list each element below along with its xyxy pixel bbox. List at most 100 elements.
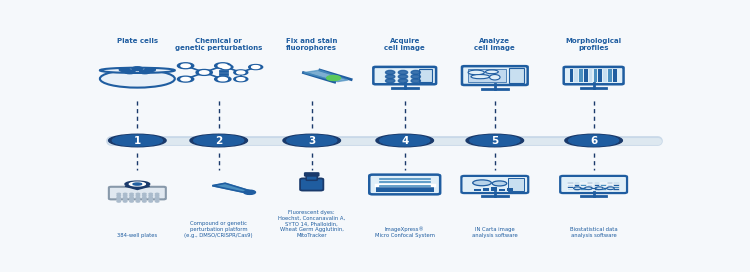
Polygon shape: [572, 135, 616, 146]
FancyBboxPatch shape: [607, 184, 612, 186]
Circle shape: [200, 71, 208, 74]
Circle shape: [117, 199, 121, 200]
FancyBboxPatch shape: [475, 189, 481, 191]
Text: Biostatistical data
analysis software: Biostatistical data analysis software: [570, 227, 617, 238]
Polygon shape: [290, 135, 334, 146]
Circle shape: [140, 70, 150, 74]
FancyBboxPatch shape: [587, 182, 592, 183]
Polygon shape: [196, 135, 242, 146]
Polygon shape: [212, 183, 253, 193]
Text: 4: 4: [401, 135, 409, 146]
Ellipse shape: [100, 70, 175, 88]
Text: Morphological
profiles: Morphological profiles: [566, 38, 622, 51]
FancyBboxPatch shape: [579, 69, 583, 82]
Ellipse shape: [194, 135, 244, 146]
Circle shape: [149, 197, 152, 198]
Circle shape: [249, 64, 262, 70]
FancyBboxPatch shape: [574, 182, 579, 183]
FancyBboxPatch shape: [509, 68, 524, 83]
Circle shape: [117, 193, 121, 194]
FancyBboxPatch shape: [594, 188, 599, 190]
FancyBboxPatch shape: [482, 188, 489, 191]
FancyBboxPatch shape: [607, 188, 612, 190]
Ellipse shape: [565, 134, 622, 147]
FancyBboxPatch shape: [594, 69, 597, 82]
Circle shape: [218, 78, 227, 81]
FancyBboxPatch shape: [603, 69, 607, 82]
FancyBboxPatch shape: [567, 186, 573, 188]
FancyBboxPatch shape: [613, 69, 616, 82]
Ellipse shape: [466, 134, 524, 147]
Circle shape: [142, 199, 146, 200]
Text: 3: 3: [308, 135, 315, 146]
Polygon shape: [304, 70, 348, 82]
Ellipse shape: [471, 75, 490, 79]
FancyBboxPatch shape: [462, 66, 528, 85]
Circle shape: [124, 193, 127, 194]
FancyBboxPatch shape: [607, 186, 612, 188]
FancyBboxPatch shape: [584, 69, 588, 82]
FancyBboxPatch shape: [580, 186, 586, 188]
Ellipse shape: [109, 134, 166, 147]
Ellipse shape: [490, 75, 500, 80]
FancyBboxPatch shape: [109, 187, 166, 199]
Circle shape: [237, 71, 244, 74]
FancyBboxPatch shape: [306, 175, 317, 180]
FancyBboxPatch shape: [587, 184, 592, 186]
FancyBboxPatch shape: [607, 182, 612, 183]
Circle shape: [155, 197, 159, 198]
FancyBboxPatch shape: [564, 67, 623, 84]
FancyBboxPatch shape: [461, 176, 528, 193]
FancyBboxPatch shape: [419, 69, 432, 82]
Circle shape: [222, 66, 230, 69]
Circle shape: [124, 195, 127, 196]
FancyBboxPatch shape: [304, 173, 319, 176]
Text: 384-well plates: 384-well plates: [117, 233, 158, 238]
Circle shape: [124, 201, 127, 202]
Circle shape: [124, 70, 135, 74]
FancyBboxPatch shape: [468, 69, 506, 82]
Circle shape: [117, 195, 121, 196]
Circle shape: [149, 195, 152, 196]
FancyBboxPatch shape: [580, 184, 586, 186]
Ellipse shape: [386, 70, 394, 75]
Circle shape: [117, 201, 121, 202]
Text: ImageXpress®
Micro Confocal System: ImageXpress® Micro Confocal System: [375, 227, 435, 238]
Circle shape: [149, 193, 152, 194]
Circle shape: [196, 70, 212, 75]
FancyBboxPatch shape: [499, 189, 506, 191]
FancyBboxPatch shape: [490, 187, 497, 191]
Ellipse shape: [283, 134, 340, 147]
FancyBboxPatch shape: [507, 188, 514, 191]
Circle shape: [132, 67, 142, 70]
FancyBboxPatch shape: [598, 69, 602, 82]
Text: 6: 6: [590, 135, 597, 146]
Ellipse shape: [386, 79, 394, 83]
FancyBboxPatch shape: [600, 186, 606, 188]
Circle shape: [155, 199, 159, 200]
Text: 2: 2: [215, 135, 222, 146]
Circle shape: [119, 68, 130, 72]
FancyBboxPatch shape: [594, 184, 599, 186]
Ellipse shape: [470, 135, 520, 146]
FancyBboxPatch shape: [567, 182, 573, 183]
Circle shape: [155, 201, 159, 202]
FancyBboxPatch shape: [600, 182, 606, 183]
Ellipse shape: [386, 75, 394, 79]
Circle shape: [136, 201, 140, 202]
FancyBboxPatch shape: [614, 184, 619, 186]
Circle shape: [218, 64, 227, 67]
Ellipse shape: [112, 135, 162, 146]
Circle shape: [178, 76, 194, 82]
FancyBboxPatch shape: [600, 184, 606, 186]
Circle shape: [130, 201, 134, 202]
Circle shape: [326, 75, 340, 81]
FancyBboxPatch shape: [369, 175, 440, 194]
FancyBboxPatch shape: [614, 182, 619, 183]
Circle shape: [130, 197, 134, 198]
Text: 1: 1: [134, 135, 141, 146]
Circle shape: [117, 197, 121, 198]
FancyBboxPatch shape: [587, 188, 592, 190]
FancyBboxPatch shape: [574, 184, 579, 186]
FancyBboxPatch shape: [569, 69, 573, 82]
